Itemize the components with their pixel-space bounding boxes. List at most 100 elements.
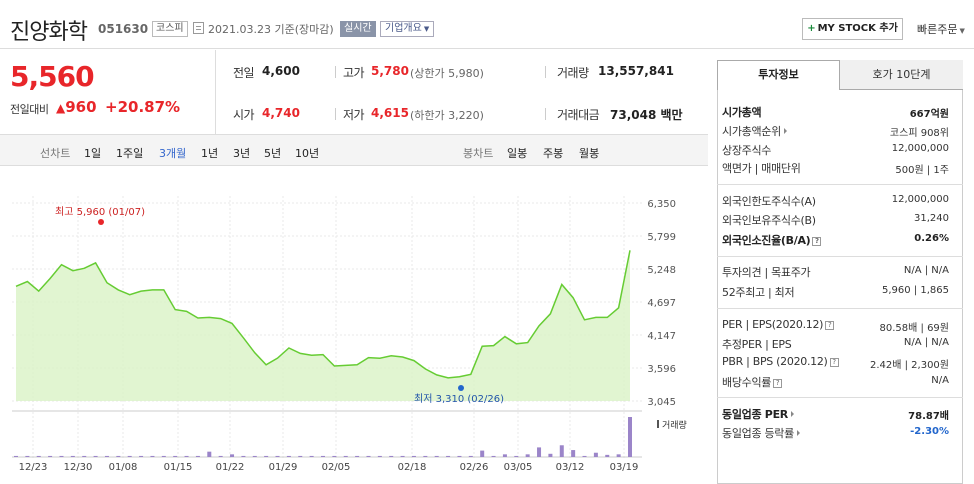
invest-row-text: 액면가 | 매매단위 — [722, 162, 801, 175]
volume-bar — [14, 455, 18, 457]
help-icon[interactable]: ? — [825, 321, 835, 330]
volume-bar — [264, 455, 269, 457]
invest-row-value: N/A | N/A — [903, 265, 949, 276]
volume-bar — [480, 450, 485, 457]
chart-tabs-bar — [0, 134, 708, 166]
price-line — [15, 250, 631, 379]
invest-row-label[interactable]: 동일업종 등락률 — [722, 425, 800, 441]
tab-1w[interactable]: 1주일 — [116, 147, 144, 160]
invest-row-value: -2.30% — [910, 426, 949, 437]
invest-divider — [717, 184, 963, 185]
invest-row-label[interactable]: 동일업종 PER — [722, 406, 794, 422]
invest-row-text: 투자의견 | 목표주가 — [722, 266, 811, 279]
tab-1y[interactable]: 1년 — [201, 147, 219, 160]
invest-row-label[interactable]: 외국인소진율(B/A)? — [722, 232, 822, 248]
invest-row-text: 배당수익률 — [722, 376, 772, 389]
volume-bar — [468, 455, 473, 457]
invest-row-label[interactable]: 시가총액순위 — [722, 123, 787, 139]
add-mystock-button[interactable]: + MY STOCK 추가 — [802, 18, 903, 40]
invest-divider — [717, 256, 963, 257]
invest-row-value: 12,000,000 — [891, 194, 949, 205]
upper-limit: (상한가 5,980) — [410, 67, 484, 80]
volume-bar — [184, 455, 189, 457]
tab-5y[interactable]: 5년 — [264, 147, 282, 160]
volume-bar — [548, 453, 553, 457]
price-chart[interactable]: 6,350 5,799 5,248 4,697 4,147 3,596 3,045 최고 5,… — [0, 166, 708, 484]
invest-row-value: 2.42배 | 2,300원 — [869, 360, 949, 371]
volume-bar — [502, 454, 507, 457]
invest-row-value: 667억원 — [909, 109, 949, 120]
invest-row-text: 시가총액순위 — [722, 125, 781, 138]
price-area — [16, 250, 630, 401]
volume-bar — [207, 451, 212, 457]
tab-monthly[interactable]: 월봉 — [579, 147, 600, 160]
help-icon[interactable]: ? — [812, 237, 822, 246]
volume-bar — [366, 455, 371, 457]
volume-bar — [25, 455, 30, 457]
stock-code: 051630 — [98, 22, 149, 36]
y-tick-label: 4,697 — [647, 298, 676, 309]
volume-bar — [457, 455, 462, 457]
volume-bar — [93, 455, 98, 457]
volume-bar — [571, 450, 576, 457]
volume-bar — [423, 455, 428, 457]
invest-row-label[interactable]: PER | EPS(2020.12)? — [722, 318, 835, 331]
divider — [335, 66, 336, 78]
high-marker — [98, 219, 104, 225]
volume-bar — [241, 455, 246, 457]
x-tick-label: 02/26 — [460, 462, 489, 473]
quick-order-label: 빠른주문 — [917, 23, 958, 36]
invest-row-text: 동일업종 PER — [722, 408, 788, 421]
tab-3y[interactable]: 3년 — [233, 147, 251, 160]
volume-bar — [343, 455, 348, 457]
tab-1d[interactable]: 1일 — [84, 147, 102, 160]
open-value: 4,740 — [262, 106, 300, 120]
volume-bar — [286, 455, 291, 457]
volume-bar — [582, 455, 587, 457]
invest-row-label[interactable]: PBR | BPS (2020.12)? — [722, 355, 839, 368]
volume-bar — [434, 455, 439, 457]
tab-orderbook[interactable]: 호가 10단계 — [840, 60, 963, 90]
volume-bar — [275, 455, 280, 457]
invest-divider — [717, 397, 963, 398]
volume-bar — [150, 455, 155, 457]
invest-row-value: N/A | N/A — [903, 337, 949, 348]
volume-bar — [59, 455, 64, 457]
tab-invest-info[interactable]: 투자정보 — [717, 60, 840, 90]
invest-row-text: 동일업종 등락률 — [722, 427, 794, 440]
volume-bar — [104, 455, 109, 457]
invest-row-label[interactable]: 배당수익률? — [722, 374, 783, 390]
up-triangle-icon: ▲ — [56, 101, 66, 115]
market-badge: 코스피 — [152, 21, 188, 37]
company-profile-dropdown[interactable]: 기업개요 ▼ — [380, 21, 435, 37]
volume-bar — [195, 455, 200, 457]
volume-bar — [309, 455, 314, 457]
realtime-button[interactable]: 실시간 — [340, 21, 376, 37]
x-tick-label: 03/12 — [556, 462, 585, 473]
help-icon[interactable]: ? — [829, 358, 839, 367]
x-tick-label: 12/23 — [19, 462, 48, 473]
x-tick-label: 01/29 — [269, 462, 298, 473]
volume-bar — [593, 452, 598, 457]
price-divider — [215, 50, 216, 135]
change-rate: +20.87% — [105, 98, 181, 116]
volume-bar — [411, 455, 416, 457]
invest-row-label: 외국인보유주식수(B) — [722, 212, 816, 228]
invest-row-label: 추정PER | EPS — [722, 336, 792, 352]
invest-row-label: 시가총액 — [722, 104, 762, 120]
tab-10y[interactable]: 10년 — [295, 147, 320, 160]
line-chart-label: 선차트 — [40, 147, 71, 160]
volume-legend-swatch — [657, 420, 659, 428]
tab-3m[interactable]: 3개월 — [159, 147, 187, 160]
invest-row-text: 외국인소진율(B/A) — [722, 234, 811, 247]
quick-order-button[interactable]: 빠른주문 ▼ — [917, 21, 965, 37]
invest-row-text: PER | EPS(2020.12) — [722, 318, 824, 331]
company-profile-label: 기업개요 — [385, 23, 422, 34]
help-icon[interactable]: ? — [773, 379, 783, 388]
invest-row-text: PBR | BPS (2020.12) — [722, 355, 828, 368]
volume-value: 13,557,841 — [598, 64, 674, 78]
tab-daily[interactable]: 일봉 — [507, 147, 528, 160]
tab-weekly[interactable]: 주봉 — [543, 147, 564, 160]
invest-row-value: 코스피 908위 — [889, 128, 949, 139]
invest-row-text: 52주최고 | 최저 — [722, 286, 795, 299]
